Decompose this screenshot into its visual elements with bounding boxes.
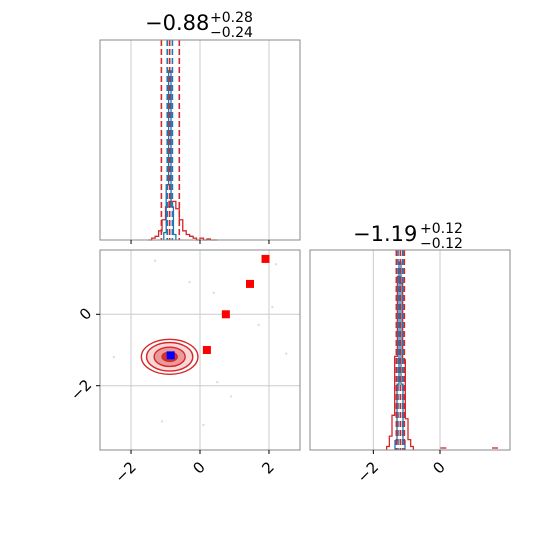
p2-x-ticks: −2 0 2 <box>111 450 278 486</box>
p3-title-upper: +0.12 <box>420 221 463 237</box>
p3-quantile-lines <box>395 250 406 450</box>
p2-red-marker <box>202 346 211 354</box>
p1-title-value: −0.88 <box>145 11 209 35</box>
p2-y-ticks: −2 0 <box>67 304 100 404</box>
p2-faint-samples <box>112 259 288 427</box>
p1-title-lower: −0.24 <box>210 25 253 41</box>
p2-red-marker <box>246 279 254 288</box>
p2-x-tick-label: 2 <box>258 458 277 477</box>
p2-red-points <box>202 254 270 354</box>
p3-title-value: −1.19 <box>353 222 417 246</box>
p2-faint-point <box>274 263 278 266</box>
p2-faint-point <box>271 305 274 309</box>
p1-grid <box>130 40 270 240</box>
p1-title-upper: +0.28 <box>210 10 253 26</box>
panel-bottom-right-histogram: −2 0 −1.19 +0.12 −0.12 <box>309 221 511 486</box>
p2-faint-point <box>212 291 215 295</box>
p3-title-lower: −0.12 <box>420 236 463 252</box>
p3-grid <box>372 250 441 450</box>
panel-bottom-left-contour: −2 0 2 −2 0 <box>67 249 301 486</box>
p2-faint-point <box>285 352 288 355</box>
p2-faint-point <box>188 280 191 284</box>
p2-red-marker <box>261 254 270 263</box>
p2-blue-point <box>166 351 175 360</box>
p2-x-tick-label: 0 <box>189 458 208 477</box>
p1-histogram-bars <box>148 70 218 241</box>
p2-faint-point <box>202 423 205 427</box>
p3-frame <box>309 249 511 451</box>
p2-red-marker <box>221 310 230 319</box>
p3-x-ticks: −2 0 <box>354 450 449 486</box>
p1-red-histogram <box>148 200 218 241</box>
p2-faint-point <box>160 420 164 423</box>
p2-y-tick-label: 0 <box>76 304 95 323</box>
p2-blue-marker <box>166 351 175 360</box>
p2-faint-point <box>229 395 233 398</box>
p2-grid <box>100 250 300 450</box>
p2-faint-point <box>257 323 260 327</box>
p3-x-tick-label: 0 <box>429 458 448 477</box>
p1-quantile-lines <box>160 40 181 240</box>
p2-faint-point <box>112 355 115 359</box>
panel-top-left-histogram: −0.88 +0.28 −0.24 <box>99 10 301 244</box>
p2-y-tick-label: −2 <box>67 376 95 404</box>
p3-x-tick-label: −2 <box>354 458 382 486</box>
p2-faint-point <box>216 380 219 384</box>
p1-x-ticks <box>130 240 270 244</box>
p2-contour-level <box>140 338 199 375</box>
p2-x-tick-label: −2 <box>111 458 139 486</box>
p2-faint-point <box>153 259 157 262</box>
